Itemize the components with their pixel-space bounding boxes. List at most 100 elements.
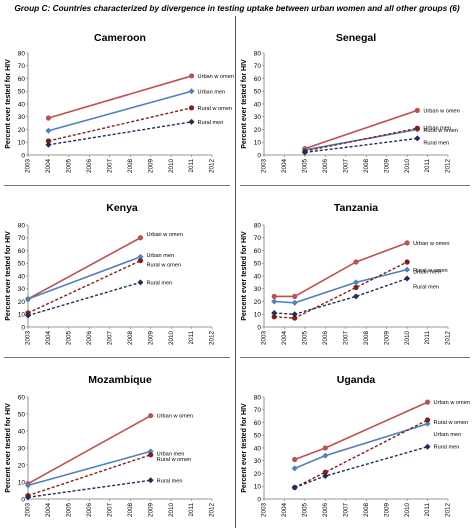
y-tick-label: 20 bbox=[18, 127, 26, 134]
data-point-urban-men bbox=[353, 279, 359, 286]
x-tick-label: 2004 bbox=[281, 159, 288, 174]
panel-title: Senegal bbox=[336, 32, 376, 44]
y-tick-label: 0 bbox=[257, 152, 261, 159]
y-tick-label: 20 bbox=[254, 471, 262, 478]
x-tick-label: 2007 bbox=[106, 331, 113, 346]
y-tick-label: 20 bbox=[254, 299, 262, 306]
y-tick-label: 20 bbox=[18, 299, 26, 306]
y-axis-label: Percent ever tested for HIV bbox=[241, 59, 248, 149]
row-divider bbox=[4, 185, 230, 186]
data-point-urban-women bbox=[414, 107, 420, 113]
row-divider bbox=[4, 357, 230, 358]
y-tick-label: 50 bbox=[254, 261, 262, 268]
x-tick-label: 2006 bbox=[322, 159, 329, 174]
y-tick-label: 20 bbox=[254, 127, 262, 134]
series-label-urban-women: Urban w omen bbox=[423, 108, 459, 114]
x-tick-label: 2006 bbox=[86, 331, 93, 346]
series-line-rural-women bbox=[27, 454, 151, 497]
data-point-rural-women bbox=[137, 258, 144, 264]
series-line-urban-men bbox=[27, 450, 151, 487]
data-point-rural-women bbox=[414, 125, 420, 131]
data-point-urban-women bbox=[188, 73, 195, 79]
data-point-urban-women bbox=[322, 445, 328, 451]
panel-title: Uganda bbox=[337, 374, 376, 386]
x-tick-label: 2004 bbox=[45, 159, 52, 174]
data-point-rural-men bbox=[25, 312, 31, 319]
x-tick-label: 2010 bbox=[404, 159, 411, 174]
x-tick-label: 2009 bbox=[383, 503, 390, 518]
y-tick-label: 70 bbox=[254, 407, 262, 414]
data-point-urban-women bbox=[292, 293, 298, 299]
y-axis-label: Percent ever tested for HIV bbox=[241, 231, 248, 321]
x-tick-label: 2009 bbox=[147, 503, 154, 518]
y-tick-label: 40 bbox=[18, 101, 26, 108]
series-label-urban-men: Urban men bbox=[434, 432, 462, 438]
y-tick-label: 80 bbox=[254, 394, 262, 401]
series-label-rural-men: Rural men bbox=[413, 285, 439, 291]
data-point-urban-women bbox=[424, 399, 431, 405]
data-point-rural-women bbox=[271, 314, 277, 320]
series-label-rural-men: Rural men bbox=[423, 140, 449, 146]
series-label-urban-women: Urban w omen bbox=[146, 232, 182, 238]
y-tick-label: 80 bbox=[254, 222, 262, 229]
x-tick-label: 2011 bbox=[188, 331, 195, 345]
y-tick-label: 0 bbox=[21, 152, 25, 159]
x-tick-label: 2005 bbox=[302, 503, 309, 518]
x-tick-label: 2008 bbox=[363, 503, 370, 518]
series-line-urban-men bbox=[274, 268, 408, 304]
y-tick-label: 10 bbox=[254, 140, 262, 147]
panel-title: Cameroon bbox=[94, 32, 146, 44]
series-line-urban-women bbox=[27, 415, 152, 485]
x-tick-label: 2010 bbox=[168, 159, 175, 174]
x-tick-label: 2006 bbox=[86, 159, 93, 174]
x-tick-label: 2007 bbox=[342, 503, 349, 518]
data-point-urban-men bbox=[291, 465, 298, 472]
y-tick-label: 0 bbox=[21, 324, 25, 331]
x-tick-label: 2008 bbox=[363, 159, 370, 174]
data-point-rural-men bbox=[424, 443, 431, 450]
data-point-urban-women bbox=[404, 240, 410, 246]
series-label-rural-men: Rural men bbox=[434, 445, 460, 451]
x-tick-label: 2010 bbox=[404, 331, 411, 346]
y-axis-label: Percent ever tested for HIV bbox=[5, 59, 12, 149]
data-point-urban-women bbox=[271, 293, 277, 299]
x-tick-label: 2004 bbox=[45, 503, 52, 518]
series-line-rural-men bbox=[304, 137, 418, 154]
data-point-urban-men bbox=[404, 266, 411, 273]
x-tick-label: 2011 bbox=[188, 159, 195, 173]
data-point-rural-men bbox=[404, 275, 411, 282]
x-tick-label: 2005 bbox=[302, 331, 309, 346]
y-tick-label: 80 bbox=[18, 222, 26, 229]
y-tick-label: 60 bbox=[254, 248, 262, 255]
data-point-rural-men bbox=[291, 484, 298, 491]
x-tick-label: 2011 bbox=[424, 503, 431, 517]
x-tick-label: 2008 bbox=[127, 503, 134, 518]
data-point-rural-women bbox=[292, 315, 298, 321]
x-tick-label: 2009 bbox=[147, 331, 154, 346]
data-point-rural-men bbox=[414, 135, 421, 142]
data-point-urban-men bbox=[424, 420, 431, 427]
x-tick-label: 2003 bbox=[25, 503, 32, 518]
y-tick-label: 50 bbox=[18, 261, 26, 268]
series-line-rural-women bbox=[274, 261, 408, 319]
x-tick-label: 2008 bbox=[363, 331, 370, 346]
y-tick-label: 60 bbox=[18, 76, 26, 83]
series-line-rural-men bbox=[27, 479, 151, 498]
data-point-urban-men bbox=[291, 299, 298, 306]
x-tick-label: 2003 bbox=[25, 331, 32, 346]
x-tick-label: 2006 bbox=[322, 503, 329, 518]
series-label-urban-men: Urban men bbox=[413, 270, 441, 276]
data-point-urban-men bbox=[271, 298, 278, 305]
x-tick-label: 2012 bbox=[209, 331, 216, 346]
data-point-urban-women bbox=[292, 456, 298, 463]
y-tick-label: 10 bbox=[18, 479, 26, 486]
row-divider bbox=[240, 185, 470, 186]
x-tick-label: 2004 bbox=[45, 331, 52, 346]
y-tick-label: 70 bbox=[254, 63, 262, 70]
data-point-rural-women bbox=[424, 417, 431, 423]
x-tick-label: 2003 bbox=[261, 159, 268, 174]
series-line-urban-men bbox=[48, 90, 192, 132]
series-line-rural-women bbox=[48, 107, 192, 142]
y-tick-label: 50 bbox=[254, 89, 262, 96]
y-tick-label: 60 bbox=[254, 420, 262, 427]
